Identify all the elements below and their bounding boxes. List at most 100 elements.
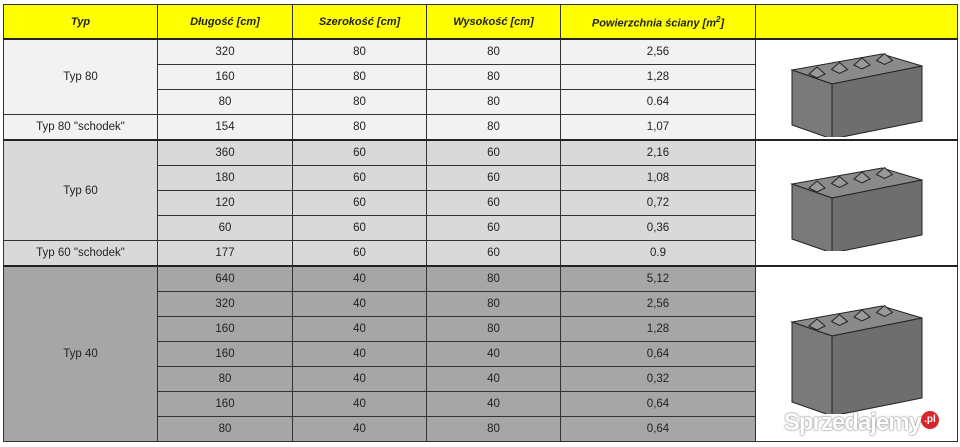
header-length: Długość [cm]: [157, 4, 293, 40]
length-cell: 80: [157, 366, 293, 392]
block-image: [755, 38, 958, 141]
header-typ: Typ: [3, 4, 158, 40]
height-cell: 60: [426, 190, 561, 216]
table-row: 80 80 80 0.64: [4, 89, 958, 115]
height-cell: 60: [426, 215, 561, 241]
area-cell: 0,32: [560, 366, 756, 392]
table-row: Typ 80 320 80 80 2,56: [3, 38, 958, 141]
width-cell: 40: [292, 316, 427, 342]
width-cell: 60: [292, 190, 427, 216]
length-cell: 120: [157, 190, 293, 216]
height-cell: 80: [426, 265, 561, 292]
block-image: Sprzedajemy .pl: [755, 265, 958, 442]
stud: [852, 309, 871, 322]
length-cell: 160: [157, 341, 293, 367]
table-row: Typ 40 640 40 80 5,12 Sprzedajemy .pl: [3, 265, 958, 442]
stud: [875, 166, 893, 179]
stud: [875, 52, 893, 66]
area-cell: 1,28: [560, 316, 756, 342]
area-cell: 0,72: [560, 190, 756, 216]
area-cell: 0,36: [560, 215, 756, 241]
stud: [875, 304, 893, 318]
area-cell: 2,16: [560, 139, 756, 166]
table-row: 80 40 40 0,32: [4, 366, 958, 392]
type-label: Typ 60 "schodek": [3, 240, 158, 267]
length-cell: 360: [157, 139, 293, 166]
table-row: 160 40 80 1,28: [4, 316, 958, 342]
table-row: 160 80 80 1,28: [4, 64, 958, 90]
height-cell: 40: [426, 366, 561, 392]
stud: [807, 179, 826, 193]
area-cell: 0,64: [560, 416, 756, 442]
width-cell: 80: [292, 64, 427, 90]
header-image: [755, 4, 958, 40]
length-cell: 80: [157, 89, 293, 115]
area-cell: 2,56: [560, 38, 756, 65]
height-cell: 80: [426, 291, 561, 317]
length-cell: 80: [157, 416, 293, 442]
width-cell: 40: [292, 291, 427, 317]
width-cell: 60: [292, 139, 427, 166]
height-cell: 40: [426, 391, 561, 417]
width-cell: 40: [292, 391, 427, 417]
type-label: Typ 40: [3, 265, 158, 442]
table-row: 120 60 60 0,72: [4, 190, 958, 216]
area-cell: 1,08: [560, 165, 756, 191]
table-row: 160 40 40 0,64: [4, 391, 958, 417]
table-row: 180 60 60 1,08: [4, 165, 958, 191]
concrete-block-table: Typ Długość [cm] Szerokość [cm] Wysokość…: [3, 4, 958, 442]
height-cell: 80: [426, 416, 561, 442]
stud: [807, 318, 826, 331]
header-area: Powierzchnia ściany [m2]: [560, 4, 756, 40]
length-cell: 160: [157, 391, 293, 417]
length-cell: 177: [157, 240, 293, 267]
header-width: Szerokość [cm]: [292, 4, 427, 40]
table-row-schodek: Typ 80 "schodek" 154 80 80 1,07: [3, 114, 958, 141]
area-cell: 0,64: [560, 391, 756, 417]
area-cell: 0,64: [560, 341, 756, 367]
width-cell: 40: [292, 265, 427, 292]
length-cell: 320: [157, 291, 293, 317]
height-cell: 40: [426, 341, 561, 367]
width-cell: 80: [292, 38, 427, 65]
sprzedajemy-watermark-logo: Sprzedajemy .pl: [784, 411, 939, 435]
area-cell: 0.64: [560, 89, 756, 115]
stud: [830, 175, 848, 188]
stud: [830, 313, 848, 327]
area-cell: 1,07: [560, 114, 756, 141]
table-row: 160 40 40 0,64: [4, 341, 958, 367]
stud: [852, 170, 871, 184]
height-cell: 80: [426, 89, 561, 115]
length-cell: 640: [157, 265, 293, 292]
height-cell: 80: [426, 316, 561, 342]
area-cell: 1,28: [560, 64, 756, 90]
width-cell: 60: [292, 165, 427, 191]
block-image: [755, 139, 958, 267]
height-cell: 80: [426, 38, 561, 65]
header-row: Typ Długość [cm] Szerokość [cm] Wysokość…: [3, 4, 958, 40]
table-row: Typ 60 360 60 60 2,16: [3, 139, 958, 267]
length-cell: 60: [157, 215, 293, 241]
area-cell: 0.9: [560, 240, 756, 267]
height-cell: 80: [426, 114, 561, 141]
height-cell: 60: [426, 139, 561, 166]
table-row: 80 40 80 0,64: [4, 416, 958, 442]
width-cell: 60: [292, 240, 427, 267]
area-cell: 5,12: [560, 265, 756, 292]
height-cell: 80: [426, 64, 561, 90]
table-row: 60 60 60 0,36: [4, 215, 958, 241]
stud: [807, 66, 826, 79]
length-cell: 180: [157, 165, 293, 191]
length-cell: 320: [157, 38, 293, 65]
width-cell: 40: [292, 416, 427, 442]
height-cell: 60: [426, 165, 561, 191]
width-cell: 80: [292, 89, 427, 115]
type-label: Typ 80: [3, 38, 158, 115]
stud: [830, 61, 848, 75]
height-cell: 60: [426, 240, 561, 267]
type-label: Typ 60: [3, 139, 158, 241]
type-label: Typ 80 "schodek": [3, 114, 158, 141]
length-cell: 154: [157, 114, 293, 141]
width-cell: 40: [292, 366, 427, 392]
width-cell: 80: [292, 114, 427, 141]
